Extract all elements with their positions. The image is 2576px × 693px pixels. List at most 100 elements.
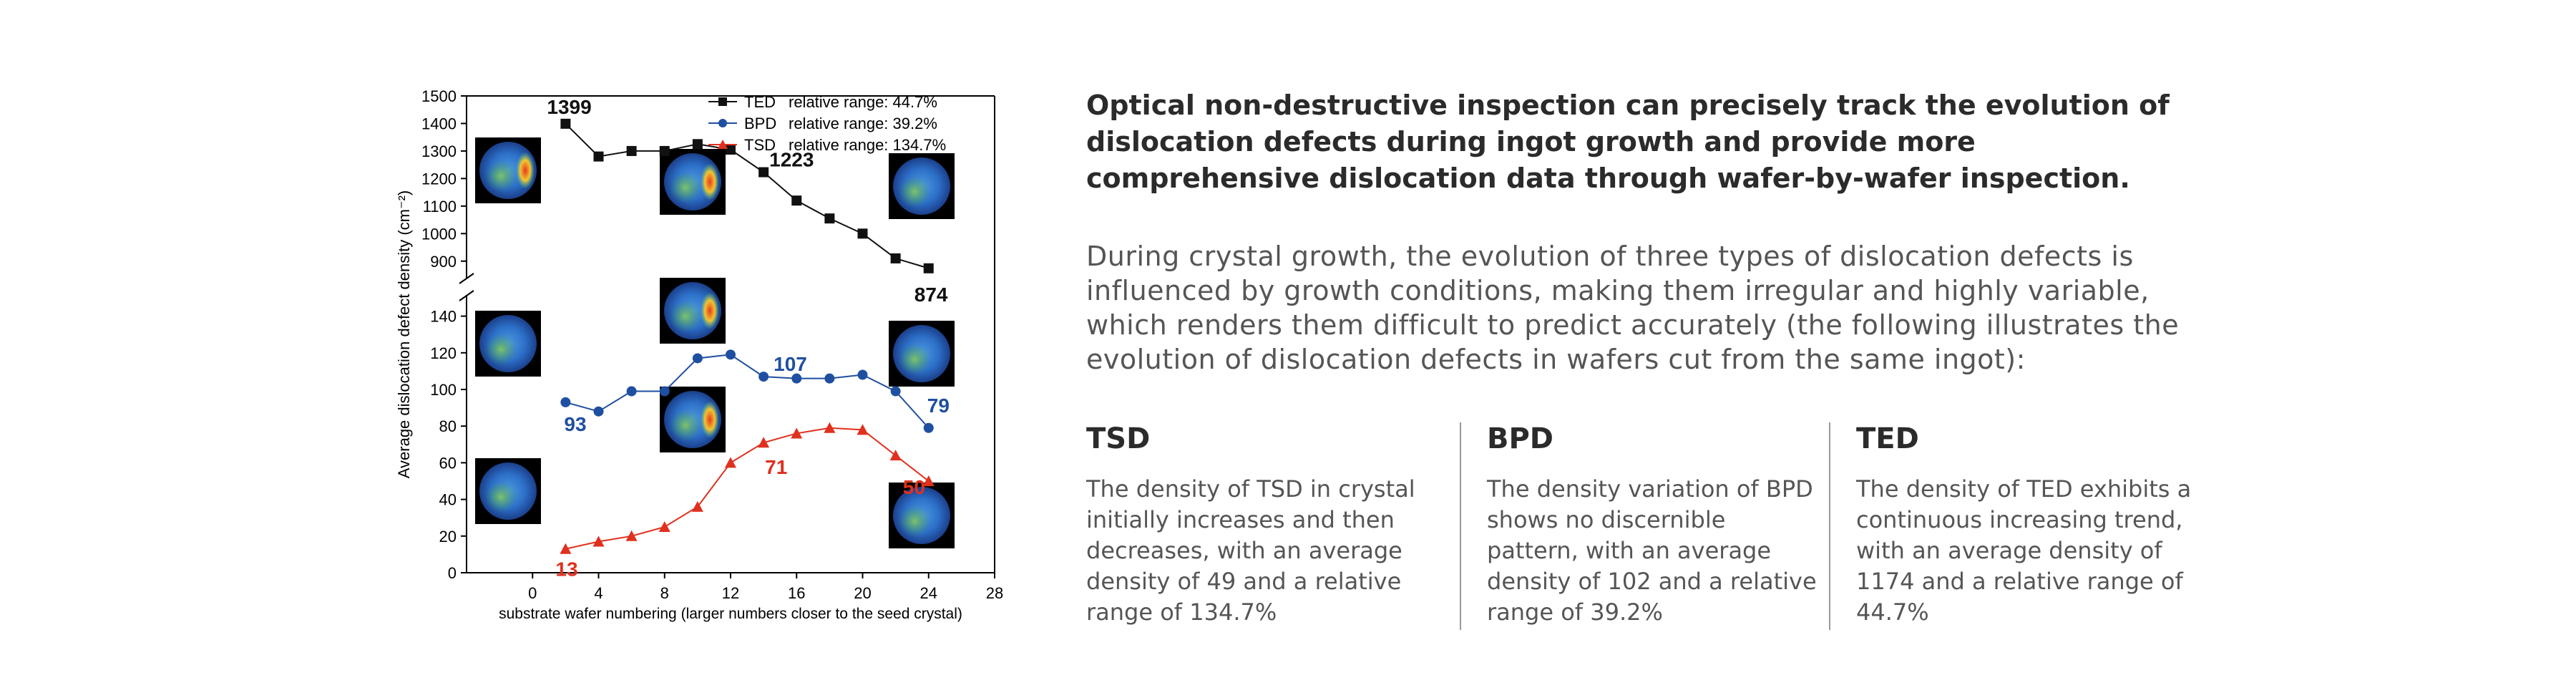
bpd-point: [824, 373, 835, 384]
bpd-point: [659, 386, 670, 397]
axis-break-mark: [459, 273, 474, 284]
ted-series-line: [565, 123, 930, 269]
legend-bpd-marker: [718, 119, 727, 127]
bpd-point: [758, 372, 769, 382]
x-tick-label: 12: [722, 584, 739, 602]
y-tick-label: 1200: [421, 170, 457, 188]
legend-tsd-name: TSD: [744, 136, 776, 154]
bpd-point: [890, 386, 901, 397]
tsd-point: [560, 543, 572, 554]
bpd-point: [791, 373, 802, 384]
tsd-data-label: 13: [555, 558, 577, 581]
wafer-map-image: [485, 160, 517, 192]
y-tick-label: 1500: [421, 87, 457, 105]
wafer-map-image: [701, 163, 719, 200]
tsd-title: TSD: [1086, 422, 1151, 455]
bpd-column: BPD The density variation of BPD shows n…: [1487, 422, 1823, 630]
dislocation-density-chart: 9001000110012001300140015000204060801001…: [395, 87, 1003, 622]
y-tick-label: 20: [439, 528, 457, 546]
tsd-series-line: [565, 427, 930, 550]
bpd-point: [626, 386, 637, 397]
x-tick-label: 24: [920, 584, 937, 602]
legend-tsd-marker: [718, 140, 728, 149]
tsd-point: [889, 450, 902, 461]
legend-bpd-range: relative range: 39.2%: [789, 115, 937, 132]
wafer-map-image: [701, 401, 719, 438]
tsd-point: [857, 424, 869, 435]
y-tick-label: 900: [430, 253, 457, 271]
y-tick-label: 0: [448, 564, 457, 582]
x-tick-label: 4: [594, 584, 602, 602]
wafer-map-image: [899, 344, 930, 375]
bpd-description: The density variation of BPD shows no di…: [1487, 475, 1817, 626]
ted-point: [857, 228, 868, 239]
wafer-map-image: [670, 172, 701, 203]
bpd-data-label: 93: [564, 413, 586, 435]
tsd-point: [592, 536, 605, 547]
ted-point: [659, 145, 670, 156]
wafer-map-image: [670, 410, 701, 441]
bpd-point: [923, 422, 934, 433]
ted-point: [626, 145, 637, 156]
y-tick-label: 1300: [421, 142, 457, 160]
axis-break-mark: [459, 290, 474, 301]
ted-point: [726, 145, 736, 155]
tsd-point: [922, 475, 935, 486]
bpd-data-label: 107: [774, 353, 807, 375]
wafer-map-image: [516, 152, 535, 189]
y-tick-label: 120: [430, 344, 457, 362]
ted-title: TED: [1856, 422, 1919, 455]
bpd-data-label: 79: [927, 394, 950, 417]
ted-point: [890, 253, 901, 263]
tsd-point: [691, 500, 703, 512]
wafer-map-image: [899, 505, 930, 537]
ted-point: [593, 151, 604, 162]
wafer-map-image: [485, 481, 517, 513]
y-tick-label: 60: [439, 454, 457, 472]
bpd-point: [593, 406, 604, 417]
y-axis-title: Average dislocation defect density (cm⁻²…: [395, 190, 413, 479]
tsd-data-label: 71: [765, 456, 787, 478]
ted-point: [758, 167, 769, 178]
legend-ted-marker: [718, 97, 727, 106]
legend-bpd-name: BPD: [744, 115, 776, 132]
ted-column: TED The density of TED exhibits a contin…: [1856, 422, 2202, 630]
y-tick-label: 140: [430, 308, 457, 326]
legend-tsd-range: relative range: 134.7%: [789, 136, 946, 154]
intro-paragraph: During crystal growth, the evolution of …: [1086, 241, 2180, 375]
y-tick-label: 1000: [421, 225, 457, 243]
ted-point: [791, 195, 802, 206]
wafer-map-image: [701, 292, 719, 329]
wafer-map-image: [670, 301, 701, 332]
ted-data-label: 1223: [769, 149, 814, 171]
bpd-point: [726, 349, 736, 360]
y-tick-label: 80: [439, 417, 457, 435]
bpd-series-line: [565, 354, 930, 429]
tsd-point: [658, 521, 670, 532]
column-divider: [1829, 422, 1830, 630]
tsd-point: [725, 457, 736, 468]
x-tick-label: 20: [854, 584, 871, 602]
tsd-point: [791, 427, 803, 439]
x-tick-label: 16: [788, 584, 805, 602]
tsd-column: TSD The density of TSD in crystal initia…: [1086, 422, 1423, 630]
y-tick-label: 100: [430, 381, 457, 399]
ted-data-label: 1399: [547, 96, 591, 118]
ted-point: [923, 263, 934, 273]
ted-point: [824, 213, 835, 224]
ted-data-label: 874: [914, 284, 948, 306]
x-tick-label: 0: [528, 584, 537, 602]
x-tick-label: 28: [986, 584, 1003, 602]
y-tick-label: 1100: [423, 198, 457, 215]
tsd-data-label: 50: [903, 476, 925, 498]
tsd-point: [824, 422, 836, 433]
legend-ted-range: relative range: 44.7%: [789, 93, 937, 111]
tsd-description: The density of TSD in crystal initially …: [1086, 475, 1415, 626]
bpd-point: [857, 369, 868, 380]
headline: Optical non-destructive inspection can p…: [1086, 89, 2170, 194]
ted-point: [692, 139, 703, 150]
bpd-point: [560, 397, 571, 407]
wafer-map-image: [485, 334, 517, 365]
x-axis-title: substrate wafer numbering (larger number…: [499, 606, 962, 622]
x-tick-label: 8: [660, 584, 669, 602]
